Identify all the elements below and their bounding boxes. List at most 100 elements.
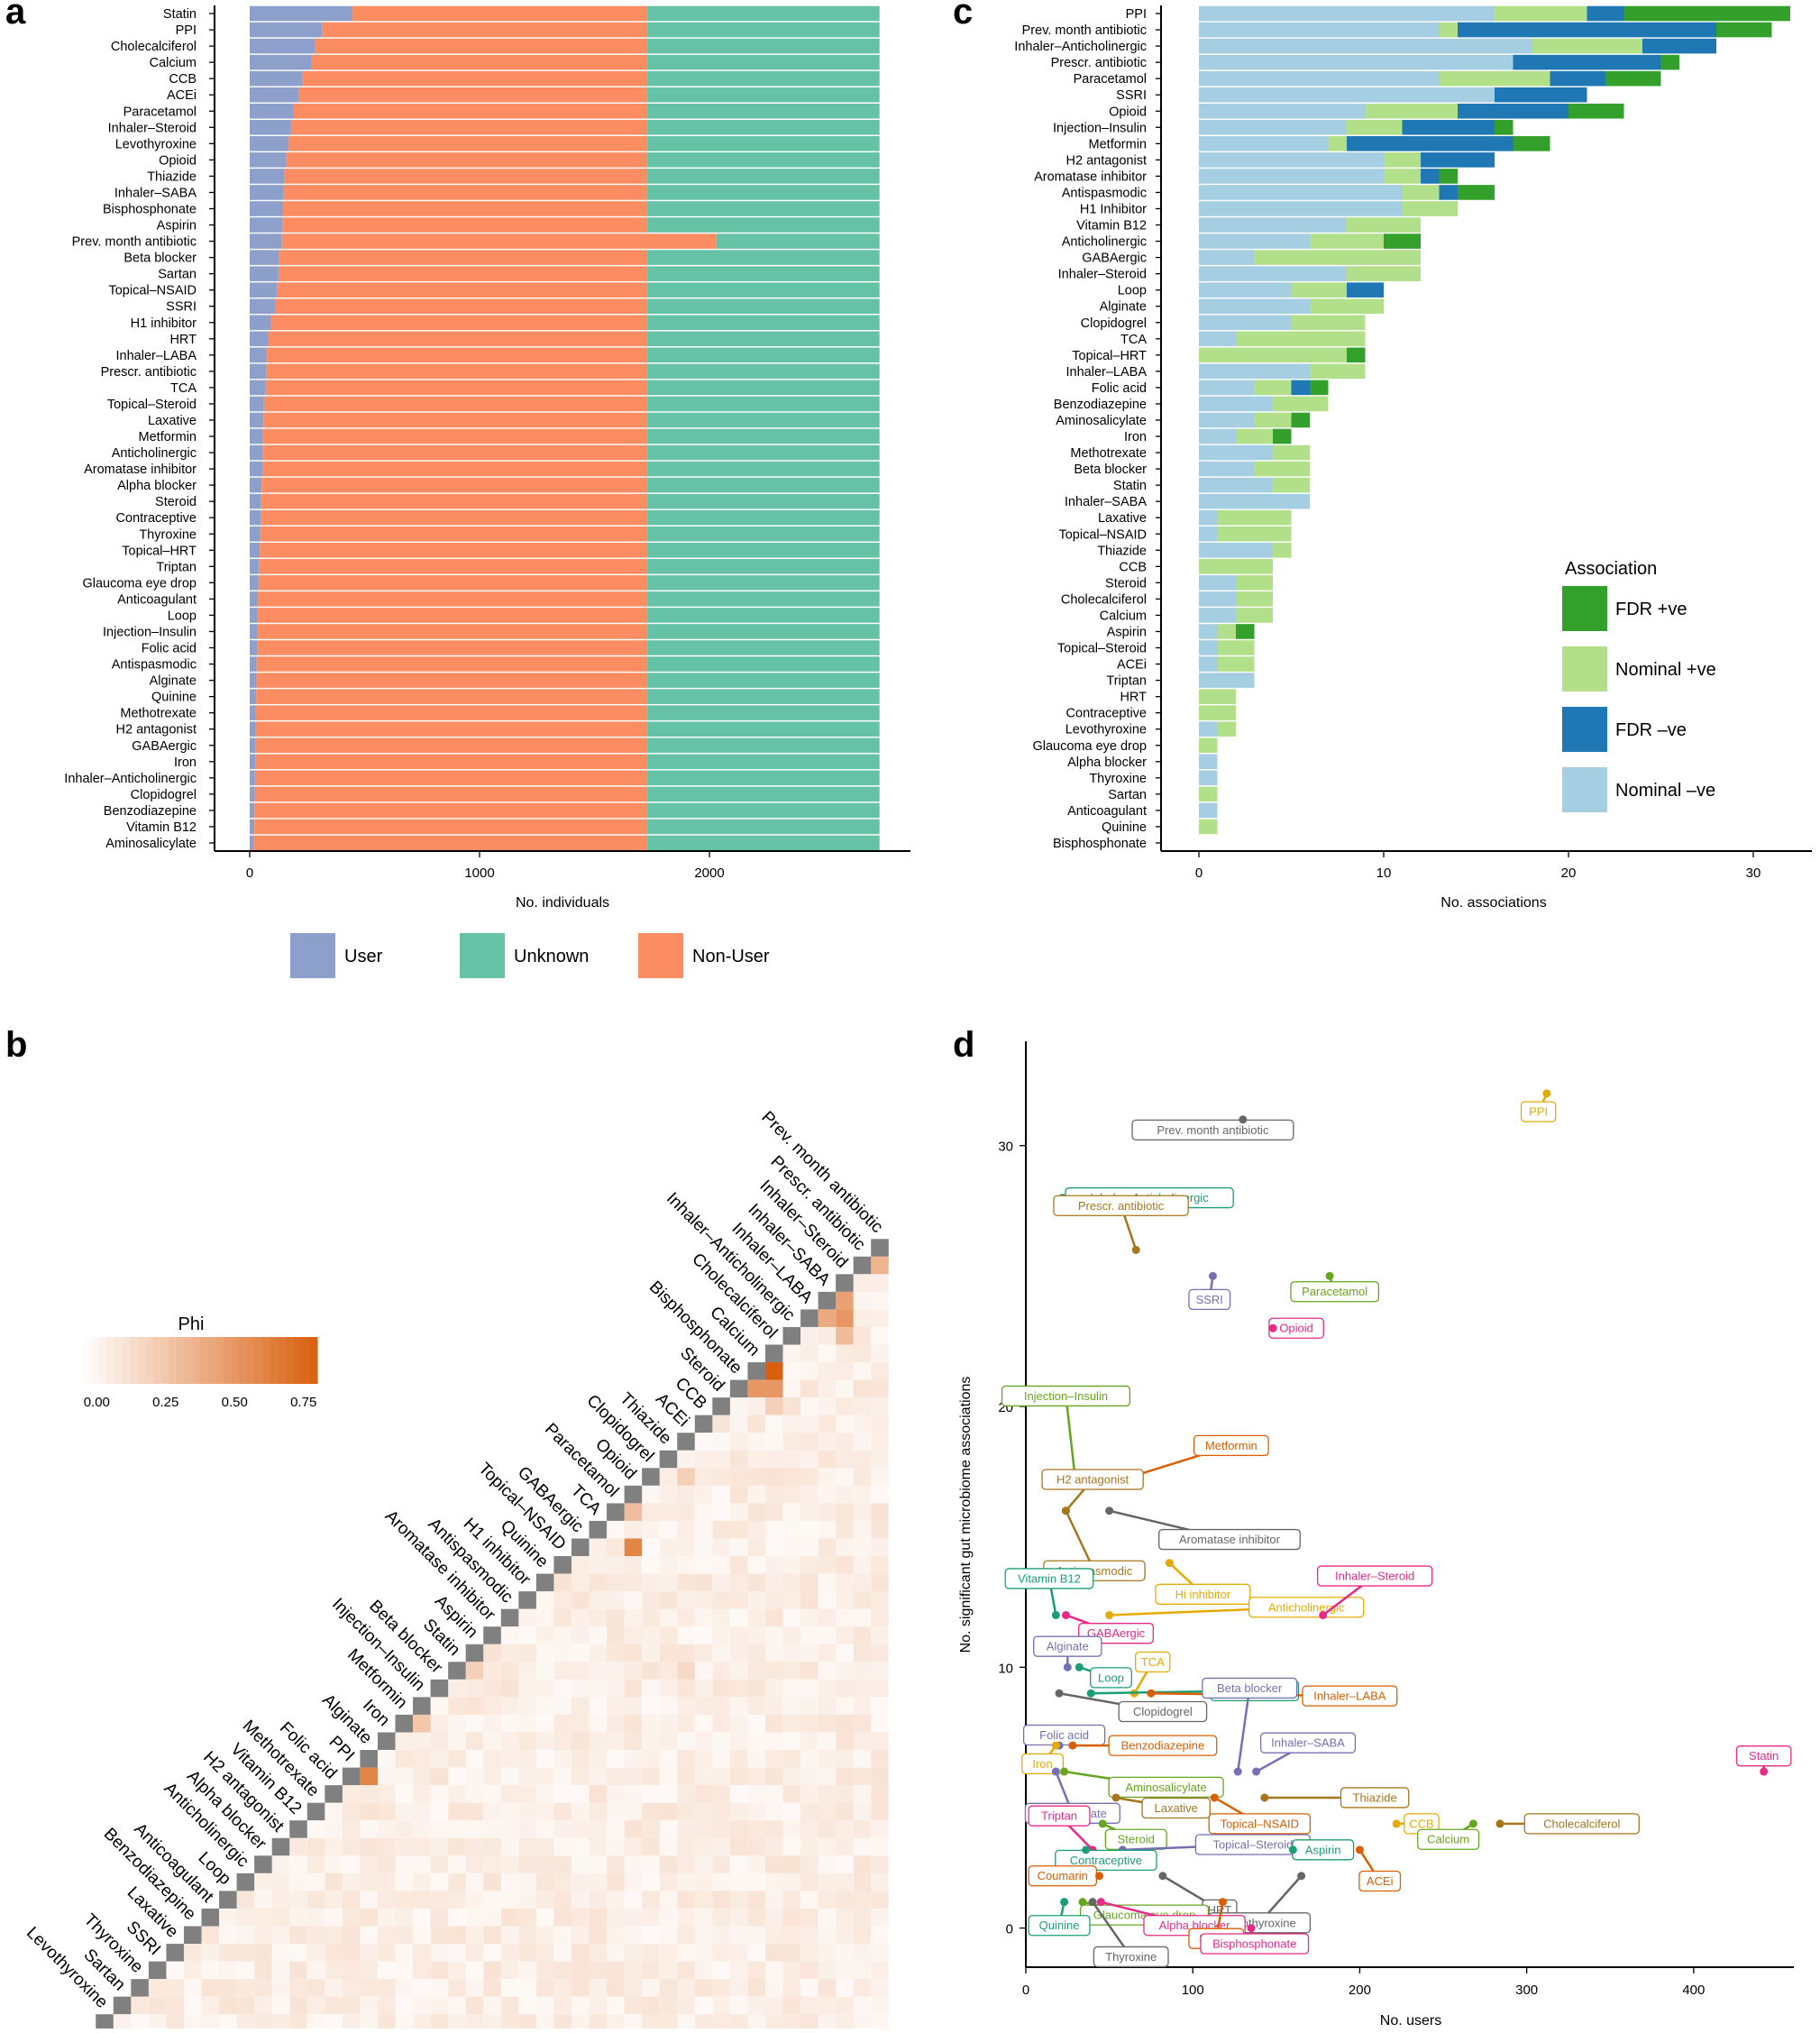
heat-cell-anticholinergic-opioid xyxy=(624,1873,643,1891)
heat-cell-calcium-cholecalciferol xyxy=(764,1362,783,1380)
heat-cell-ssri-gabaergic xyxy=(571,1961,590,1980)
heat-cell-metformin-calcium xyxy=(747,1714,765,1733)
heat-cell-opioid-ccb xyxy=(694,1485,713,1504)
phi-legend-gradient-step xyxy=(106,1337,115,1384)
heat-cell-methotrexate-aspirin xyxy=(465,1802,484,1821)
point-acei xyxy=(1355,1845,1364,1854)
heat-cell-iron-opioid xyxy=(624,1732,643,1751)
heat-cell-benzodiazepine-beta-blocker xyxy=(430,1926,449,1945)
heat-cell-folic-acid-prev-month-antibiotic xyxy=(871,1785,889,1803)
category-label-inhaler-steroid: Inhaler–Steroid xyxy=(108,121,197,135)
heat-cell-sartan-opioid xyxy=(624,1996,643,2015)
phi-legend-gradient-step xyxy=(169,1337,178,1384)
heat-cell-ssri-quinine xyxy=(535,1961,554,1980)
heat-cell-beta-blocker-calcium xyxy=(747,1679,765,1698)
heat-cell-benzodiazepine-alpha-blocker xyxy=(254,1926,272,1945)
heat-cell-sartan-cholecalciferol xyxy=(764,1996,783,2015)
heat-cell-levothyroxine-benzodiazepine xyxy=(183,2014,202,2032)
bar-non-user-inhaler-anticholinergic xyxy=(254,770,648,786)
heat-cell-opioid-inhaler-saba xyxy=(818,1485,837,1504)
heat-cell-folic-acid-antispasmodic xyxy=(500,1785,519,1803)
heat-cell-topical-nsaid-ccb xyxy=(694,1556,713,1574)
category-label-anticoagulant: Anticoagulant xyxy=(1067,804,1147,819)
heat-cell-inhaler-anticholinergic-prev-month-antibiotic xyxy=(871,1326,889,1345)
heat-cell-loop-aspirin xyxy=(465,1891,484,1909)
heat-cell-ppi-aspirin xyxy=(465,1767,484,1786)
heat-cell-opioid-clopidogrel xyxy=(642,1485,660,1504)
legend-label-nominal-ve: Nominal +ve xyxy=(1615,660,1716,680)
heat-cell-ssri-ppi xyxy=(342,1961,361,1980)
phi-legend-title: Phi xyxy=(178,1314,205,1334)
heat-cell-h2-antagonist-vitamin-b12 xyxy=(289,1837,307,1856)
phi-legend-gradient-step xyxy=(130,1337,139,1384)
heat-cell-methotrexate-antispasmodic xyxy=(500,1802,519,1821)
category-label-acei: ACEi xyxy=(1117,658,1147,673)
heat-cell-anticholinergic-ccb xyxy=(694,1873,713,1891)
category-label-inhaler-anticholinergic: Inhaler–Anticholinergic xyxy=(64,772,197,786)
bar-nominal-ve-topical-hrt xyxy=(1199,347,1347,363)
heat-cell-laxative-tca xyxy=(589,1944,608,1962)
heat-cell-paracetamol-inhaler-laba xyxy=(800,1503,819,1521)
legend-label-non-user: Non-User xyxy=(692,947,770,966)
bar-user-inhaler-saba xyxy=(250,185,284,200)
phi-legend-gradient-step xyxy=(207,1337,216,1384)
heat-cell-thyroxine-inhaler-saba xyxy=(818,1979,837,1997)
heat-cell-clopidogrel-inhaler-steroid xyxy=(836,1468,854,1486)
category-label-contraceptive: Contraceptive xyxy=(116,511,197,526)
heat-cell-laxative-vitamin-b12 xyxy=(289,1944,307,1962)
heat-cell-inhaler-steroid-prescr-antibiotic xyxy=(853,1274,872,1292)
heat-cell-ppi-statin xyxy=(448,1767,466,1786)
category-label-thiazide: Thiazide xyxy=(147,169,197,184)
phi-legend-gradient-step xyxy=(270,1337,279,1384)
label-box-vitamin-b12 xyxy=(1004,1568,1094,1589)
heat-cell-bisphosphonate-inhaler-steroid xyxy=(836,1379,854,1398)
heat-cell-vitamin-b12-thiazide xyxy=(659,1820,678,1838)
heat-cell-vitamin-b12-aspirin xyxy=(465,1820,484,1838)
phi-legend-gradient-step xyxy=(145,1337,154,1384)
heat-cell-statin-ccb xyxy=(694,1662,713,1680)
heat-cell-h1-inhibitor-opioid xyxy=(624,1591,643,1609)
heat-cell-vitamin-b12-calcium xyxy=(747,1820,765,1838)
heat-cell-laxative-folic-acid xyxy=(325,1944,343,1962)
heat-cell-acei-ccb xyxy=(694,1433,713,1451)
bar-nominal-ve-aminosalicylate xyxy=(1254,412,1292,428)
point-quinine xyxy=(1060,1898,1069,1907)
heat-cell-thyroxine-inhaler-steroid xyxy=(836,1979,854,1997)
point-contraceptive xyxy=(1082,1845,1091,1854)
heat-cell-clopidogrel-inhaler-anticholinergic xyxy=(782,1468,801,1486)
bar-nominal-ve-topical-nsaid xyxy=(1199,526,1218,542)
bar-non-user-folic-acid xyxy=(257,640,648,655)
heat-cell-beta-blocker-thiazide xyxy=(659,1679,678,1698)
heat-cell-h1-inhibitor-prev-month-antibiotic xyxy=(871,1591,889,1609)
heat-cell-laxative-thiazide xyxy=(659,1944,678,1962)
heat-cell-levothyroxine-beta-blocker xyxy=(430,2014,449,2032)
heat-cell-sartan-metformin xyxy=(395,1996,414,2015)
heat-cell-folic-acid-tca xyxy=(589,1785,608,1803)
category-label-h2-antagonist: H2 antagonist xyxy=(116,723,197,737)
heat-cell-opioid-steroid xyxy=(712,1485,730,1504)
bar-unknown-acei xyxy=(647,87,880,103)
heat-cell-aspirin-inhaler-saba xyxy=(818,1644,837,1662)
heat-cell-alpha-blocker-quinine xyxy=(535,1855,554,1873)
heat-cell-opioid-acei xyxy=(677,1485,695,1504)
heat-cell-levothyroxine-prev-month-antibiotic xyxy=(871,2014,889,2032)
heat-cell-anticholinergic-ppi xyxy=(342,1873,361,1891)
heat-cell-folic-acid-injection-insulin xyxy=(413,1785,431,1803)
heat-cell-alginate-beta-blocker xyxy=(430,1750,449,1768)
heat-cell-h2-antagonist-quinine xyxy=(535,1837,554,1856)
heat-cell-methotrexate-statin xyxy=(448,1802,466,1821)
heat-cell-benzodiazepine-tca xyxy=(589,1926,608,1945)
heat-cell-iron-acei xyxy=(677,1732,695,1751)
heat-diagonal-inhaler-saba xyxy=(818,1291,837,1310)
category-label-inhaler-steroid: Inhaler–Steroid xyxy=(1058,268,1147,282)
heat-cell-beta-blocker-paracetamol xyxy=(607,1679,625,1698)
bar-user-thyroxine xyxy=(250,526,261,542)
heat-cell-h2-antagonist-thiazide xyxy=(659,1837,678,1856)
heat-diagonal-ppi xyxy=(342,1767,361,1786)
heat-cell-laxative-methotrexate xyxy=(306,1944,325,1962)
bar-non-user-quinine xyxy=(256,689,648,704)
heat-cell-aspirin-h1-inhibitor xyxy=(518,1644,536,1662)
heat-cell-methotrexate-paracetamol xyxy=(607,1802,625,1821)
heat-cell-laxative-h2-antagonist xyxy=(271,1944,290,1962)
